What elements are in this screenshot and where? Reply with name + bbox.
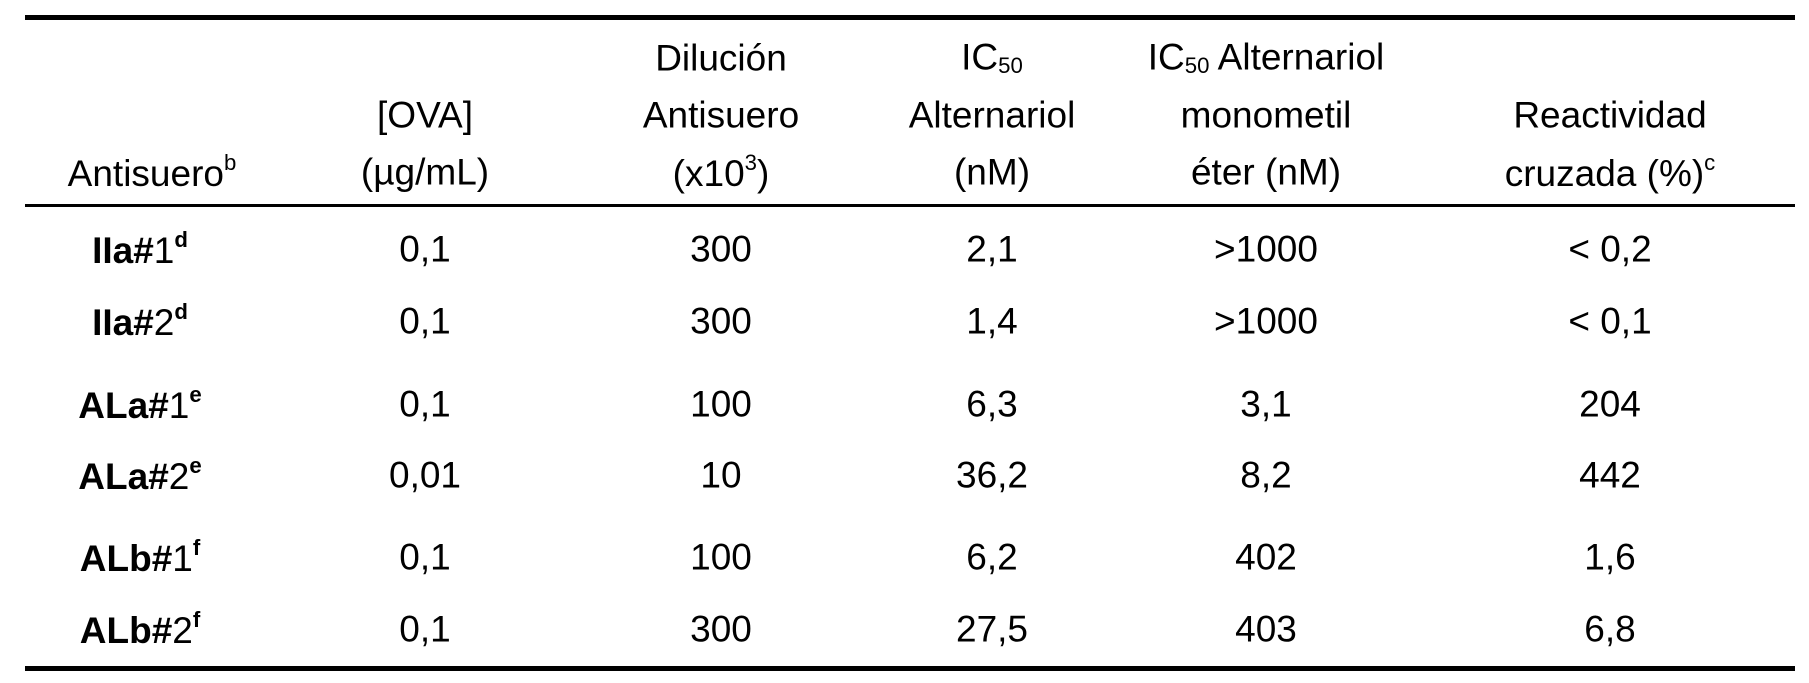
table-cell: 1,4 bbox=[966, 303, 1017, 340]
table-cell: 300 bbox=[690, 303, 752, 340]
text-segment: 3 bbox=[745, 150, 757, 175]
header-cell: Antisuero bbox=[643, 97, 799, 134]
table-cell: 0,1 bbox=[399, 231, 450, 268]
row-label: ALa#2e bbox=[78, 455, 201, 495]
text-segment: monometil bbox=[1181, 95, 1352, 136]
text-segment: 50 bbox=[998, 53, 1023, 78]
table-cell: < 0,2 bbox=[1568, 231, 1651, 268]
header-cell: monometil bbox=[1181, 97, 1352, 134]
header-cell: Dilución bbox=[655, 40, 787, 77]
text-segment: ) bbox=[757, 153, 769, 194]
table-cell: >1000 bbox=[1214, 231, 1318, 268]
row-label: ALb#1f bbox=[80, 537, 200, 577]
table-cell: 36,2 bbox=[956, 457, 1028, 494]
header-cell: (x103) bbox=[673, 152, 770, 192]
header-cell: [OVA] bbox=[377, 97, 473, 134]
text-segment: Reactividad bbox=[1513, 95, 1706, 136]
text-segment: 1 bbox=[154, 230, 175, 271]
table-cell: 0,1 bbox=[399, 611, 450, 648]
text-segment: ALb# bbox=[80, 538, 173, 579]
table-page: Antisuerob[OVA](µg/mL)DiluciónAntisuero(… bbox=[0, 0, 1809, 683]
table-cell: 6,2 bbox=[966, 539, 1017, 576]
header-cell: (µg/mL) bbox=[361, 154, 489, 191]
text-segment: ALa# bbox=[78, 385, 168, 426]
header-rule bbox=[25, 204, 1795, 207]
header-cell: IC50 Alternariol bbox=[1148, 39, 1385, 78]
text-segment: IIa# bbox=[92, 302, 154, 343]
table-cell: 0,1 bbox=[399, 539, 450, 576]
text-segment: Alternariol bbox=[909, 95, 1076, 136]
text-segment: c bbox=[1704, 150, 1715, 175]
text-segment: ALb# bbox=[80, 610, 173, 651]
table-cell: 0,1 bbox=[399, 303, 450, 340]
text-segment: f bbox=[193, 607, 200, 632]
text-segment: 2 bbox=[172, 610, 193, 651]
text-segment: (µg/mL) bbox=[361, 152, 489, 193]
text-segment: e bbox=[189, 453, 201, 478]
text-segment: e bbox=[189, 382, 201, 407]
table-cell: 2,1 bbox=[966, 231, 1017, 268]
table-cell: 0,1 bbox=[399, 386, 450, 423]
text-segment: 1 bbox=[172, 538, 193, 579]
table-cell: 300 bbox=[690, 611, 752, 648]
text-segment: IIa# bbox=[92, 230, 154, 271]
table-cell: 6,3 bbox=[966, 386, 1017, 423]
header-cell: Antisuerob bbox=[68, 152, 237, 192]
table-cell: 10 bbox=[700, 457, 741, 494]
text-segment: b bbox=[224, 150, 236, 175]
bottom-rule bbox=[25, 666, 1795, 671]
text-segment: (x10 bbox=[673, 153, 745, 194]
header-cell: éter (nM) bbox=[1191, 154, 1341, 191]
row-label: IIa#1d bbox=[92, 229, 188, 269]
text-segment: [OVA] bbox=[377, 95, 473, 136]
top-rule bbox=[25, 15, 1795, 20]
text-segment: Antisuero bbox=[643, 95, 799, 136]
text-segment: Antisuero bbox=[68, 153, 224, 194]
text-segment: 50 bbox=[1185, 53, 1210, 78]
table-cell: 8,2 bbox=[1240, 457, 1291, 494]
header-cell: (nM) bbox=[954, 154, 1030, 191]
text-segment: IC bbox=[961, 37, 998, 78]
table-cell: 204 bbox=[1579, 386, 1641, 423]
header-cell: Reactividad bbox=[1513, 97, 1706, 134]
table-cell: 27,5 bbox=[956, 611, 1028, 648]
text-segment: éter (nM) bbox=[1191, 152, 1341, 193]
table-cell: 403 bbox=[1235, 611, 1297, 648]
text-segment: 2 bbox=[154, 302, 175, 343]
header-cell: Alternariol bbox=[909, 97, 1076, 134]
text-segment: d bbox=[174, 227, 188, 252]
text-segment: Dilución bbox=[655, 38, 787, 79]
text-segment: 2 bbox=[169, 456, 190, 497]
text-segment: d bbox=[174, 299, 188, 324]
row-label: ALa#1e bbox=[78, 384, 201, 424]
table-cell: 300 bbox=[690, 231, 752, 268]
table-cell: 402 bbox=[1235, 539, 1297, 576]
header-cell: cruzada (%)c bbox=[1505, 152, 1716, 192]
table-cell: 442 bbox=[1579, 457, 1641, 494]
text-segment: ALa# bbox=[78, 456, 168, 497]
table-cell: 1,6 bbox=[1584, 539, 1635, 576]
table-cell: >1000 bbox=[1214, 303, 1318, 340]
text-segment: Alternariol bbox=[1209, 37, 1384, 78]
text-segment: (nM) bbox=[954, 152, 1030, 193]
table-cell: < 0,1 bbox=[1568, 303, 1651, 340]
table-cell: 0,01 bbox=[389, 457, 461, 494]
text-segment: cruzada (%) bbox=[1505, 153, 1704, 194]
header-cell: IC50 bbox=[961, 39, 1023, 78]
table-cell: 100 bbox=[690, 386, 752, 423]
row-label: ALb#2f bbox=[80, 609, 200, 649]
table-cell: 100 bbox=[690, 539, 752, 576]
row-label: IIa#2d bbox=[92, 301, 188, 341]
text-segment: f bbox=[193, 535, 200, 560]
text-segment: 1 bbox=[169, 385, 190, 426]
text-segment: IC bbox=[1148, 37, 1185, 78]
table-cell: 6,8 bbox=[1584, 611, 1635, 648]
table-cell: 3,1 bbox=[1240, 386, 1291, 423]
